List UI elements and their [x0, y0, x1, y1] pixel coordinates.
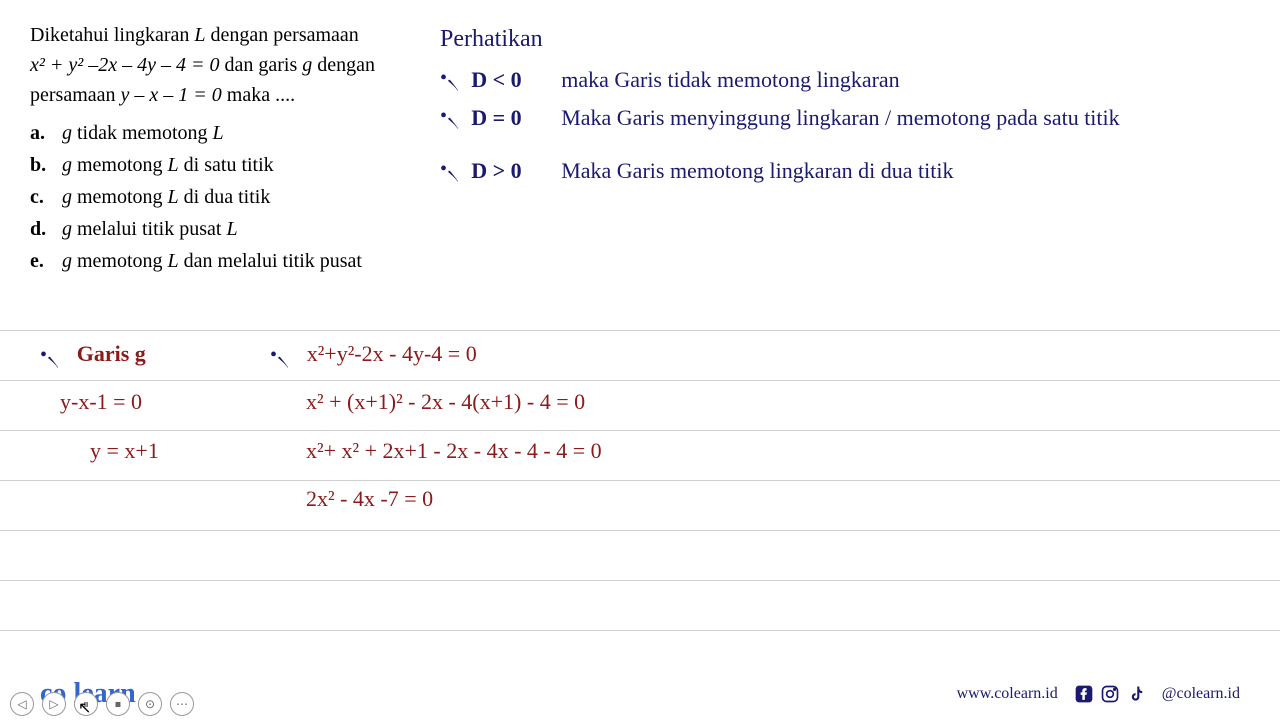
playback-controls: ◁ ▷ ⏸ ⏹ ⊙ ⋯	[10, 692, 194, 716]
option-label: d.	[30, 214, 62, 244]
work-eq: y-x-1 = 0	[40, 378, 240, 426]
more-button[interactable]: ⋯	[170, 692, 194, 716]
stop-button[interactable]: ⏹	[106, 692, 130, 716]
option-b: b. g memotong L di satu titik	[30, 150, 420, 180]
option-label: c.	[30, 182, 62, 212]
option-label: a.	[30, 118, 62, 148]
facebook-icon	[1074, 684, 1094, 704]
condition: D < 0	[471, 62, 561, 97]
note-3: •৲ D > 0 Maka Garis memotong lingkaran d…	[440, 153, 1250, 188]
search-button[interactable]: ⊙	[138, 692, 162, 716]
notes-title: Perhatikan	[440, 20, 1250, 58]
equation: y – x – 1 = 0	[121, 84, 222, 106]
problem-text: persamaan	[30, 84, 121, 106]
note-2: •৲ D = 0 Maka Garis menyinggung lingkara…	[440, 100, 1250, 135]
var-L: L	[194, 24, 205, 46]
instagram-icon	[1100, 684, 1120, 704]
footer-url: www.colearn.id	[957, 685, 1058, 703]
tiktok-icon	[1126, 684, 1146, 704]
work-eq: •৲ x²+y²-2x - 4y-4 = 0	[270, 330, 1240, 378]
option-label: b.	[30, 150, 62, 180]
work-eq: 2x² - 4x -7 = 0	[270, 475, 1240, 523]
condition: D > 0	[471, 153, 561, 188]
option-a: a. g tidak memotong L	[30, 118, 420, 148]
bullet-icon: •৲	[440, 100, 459, 132]
options-list: a. g tidak memotong L b. g memotong L di…	[30, 118, 420, 276]
bullet-icon: •৲	[440, 62, 459, 94]
work-area: •৲ Garis g y-x-1 = 0 y = x+1 •৲ x²+y²-2x…	[40, 330, 1240, 524]
option-text: g tidak memotong L	[62, 118, 420, 148]
problem-statement: Diketahui lingkaran L dengan persamaan x…	[30, 20, 420, 110]
var-g: g	[302, 54, 312, 76]
option-d: d. g melalui titik pusat L	[30, 214, 420, 244]
option-text: g melalui titik pusat L	[62, 214, 420, 244]
handwritten-notes: Perhatikan •৲ D < 0 maka Garis tidak mem…	[420, 20, 1250, 278]
footer-right: www.colearn.id @colearn.id	[957, 684, 1240, 704]
work-eq: x² + (x+1)² - 2x - 4(x+1) - 4 = 0	[270, 378, 1240, 426]
work-eq: x²+ x² + 2x+1 - 2x - 4x - 4 - 4 = 0	[270, 427, 1240, 475]
problem-column: Diketahui lingkaran L dengan persamaan x…	[30, 20, 420, 278]
condition: D = 0	[471, 100, 561, 135]
problem-text: maka ....	[222, 84, 295, 106]
bullet-icon: •৲	[440, 153, 459, 185]
work-left-column: •৲ Garis g y-x-1 = 0 y = x+1	[40, 330, 240, 524]
note-text: Maka Garis memotong lingkaran di dua tit…	[561, 153, 1250, 188]
option-text: g memotong L di satu titik	[62, 150, 420, 180]
problem-text: dengan	[312, 54, 375, 76]
option-c: c. g memotong L di dua titik	[30, 182, 420, 212]
work-eq: y = x+1	[40, 427, 240, 475]
option-text: g memotong L dan melalui titik pusat	[62, 246, 420, 276]
option-text: g memotong L di dua titik	[62, 182, 420, 212]
note-text: Maka Garis menyinggung lingkaran / memot…	[561, 100, 1250, 135]
note-text: maka Garis tidak memotong lingkaran	[561, 62, 1250, 97]
equation: x² + y² –2x – 4y – 4 = 0	[30, 54, 220, 76]
note-1: •৲ D < 0 maka Garis tidak memotong lingk…	[440, 62, 1250, 97]
work-title: •৲ Garis g	[40, 330, 240, 378]
prev-button[interactable]: ◁	[10, 692, 34, 716]
cursor-icon: ↖	[78, 698, 91, 718]
work-right-column: •৲ x²+y²-2x - 4y-4 = 0 x² + (x+1)² - 2x …	[240, 330, 1240, 524]
problem-text: dengan persamaan	[206, 24, 359, 46]
play-button[interactable]: ▷	[42, 692, 66, 716]
problem-text: Diketahui lingkaran	[30, 24, 194, 46]
social-icons	[1074, 684, 1146, 704]
option-e: e. g memotong L dan melalui titik pusat	[30, 246, 420, 276]
option-label: e.	[30, 246, 62, 276]
main-content: Diketahui lingkaran L dengan persamaan x…	[0, 0, 1280, 278]
footer-handle: @colearn.id	[1162, 685, 1240, 703]
problem-text: dan garis	[220, 54, 303, 76]
